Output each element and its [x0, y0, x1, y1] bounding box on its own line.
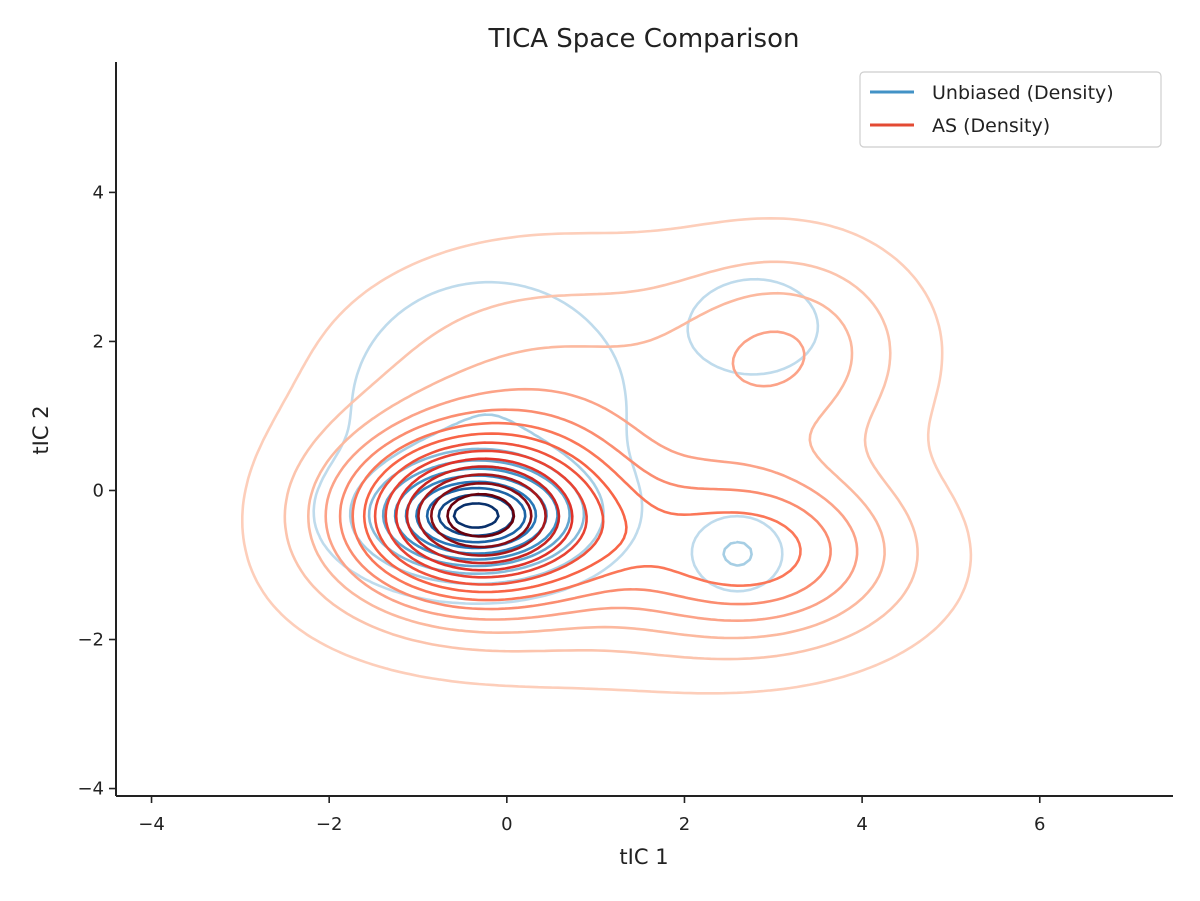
y-tick-label: 2	[93, 331, 104, 352]
unbiased-density-contour-level-10	[452, 502, 500, 529]
as-density-contour-level-14	[446, 492, 516, 538]
as-density-contour-level-7	[362, 432, 628, 594]
as-density-contour-level-13	[430, 482, 533, 549]
y-tick-label: 0	[93, 480, 104, 501]
as-density-contour-level-8	[373, 441, 605, 586]
x-ticks: −4 −2 0 2 4 6	[138, 796, 1045, 835]
legend-box	[859, 71, 1162, 148]
x-tick-label: −2	[316, 814, 343, 835]
legend-label-unbiased: Unbiased (Density)	[932, 82, 1114, 104]
as-density-contour-level-3	[307, 291, 886, 640]
as-density-contour-level-6	[351, 421, 802, 602]
x-tick-label: 0	[501, 814, 512, 835]
as-density-contour-level-5	[338, 408, 832, 611]
unbiased-density-contour-level-4	[381, 459, 571, 568]
x-tick-label: 6	[1034, 814, 1045, 835]
x-tick-label: 4	[856, 814, 867, 835]
y-tick-label: −2	[77, 630, 104, 651]
chart-title: TICA Space Comparison	[488, 24, 800, 54]
x-tick-label: 2	[679, 814, 690, 835]
as-density-contour-level-10	[394, 457, 574, 572]
as-density-contour-level-9	[384, 449, 588, 579]
y-axis-label: tIC 2	[29, 405, 53, 454]
axes	[115, 62, 1173, 797]
y-tick-label: −4	[77, 779, 104, 800]
as-density-contour-level-4	[324, 330, 859, 622]
unbiased-density-contour-level-9	[437, 493, 515, 537]
x-tick-label: −4	[138, 814, 165, 835]
y-tick-label: 4	[93, 182, 104, 203]
as-density-contour-level-1	[241, 217, 973, 695]
legend-label-as: AS (Density)	[932, 115, 1050, 137]
as-density-contour-level-12	[417, 473, 547, 557]
as-density-contour-level-11	[405, 465, 561, 565]
as-density-contour-level-2	[283, 260, 919, 661]
y-ticks: −4 −2 0 2 4	[77, 182, 116, 800]
as-density-contours	[241, 217, 973, 695]
x-axis-label: tIC 1	[619, 845, 668, 869]
legend: Unbiased (Density) AS (Density)	[859, 71, 1162, 148]
